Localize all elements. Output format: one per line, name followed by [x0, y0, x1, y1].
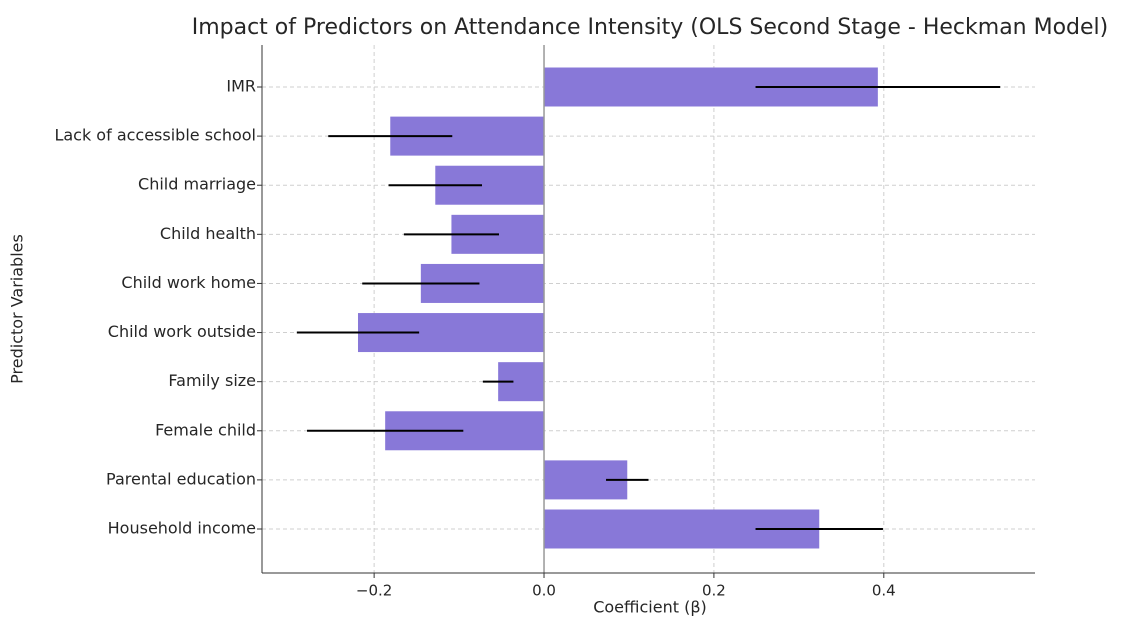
y-tick-label: Child marriage	[138, 175, 256, 194]
chart-title: Impact of Predictors on Attendance Inten…	[192, 15, 1109, 40]
y-tick-label: Lack of accessible school	[54, 126, 256, 145]
x-tick-label: 0.4	[872, 582, 896, 600]
x-tick-label: 0.2	[702, 582, 726, 600]
y-tick-label: Household income	[108, 519, 256, 538]
x-axis-label: Coefficient (β)	[593, 598, 707, 617]
y-tick-label: Child work outside	[108, 322, 256, 341]
x-tick-label: −0.2	[356, 582, 392, 600]
y-tick-label: Family size	[168, 371, 256, 390]
y-tick-label: Child health	[160, 224, 256, 243]
y-tick-label: Child work home	[121, 273, 256, 292]
y-axis-label: Predictor Variables	[8, 234, 27, 384]
y-tick-label: Female child	[155, 420, 256, 439]
x-tick-label: 0.0	[532, 582, 556, 600]
y-tick-label: IMR	[226, 77, 256, 96]
y-tick-label: Parental education	[106, 469, 256, 488]
